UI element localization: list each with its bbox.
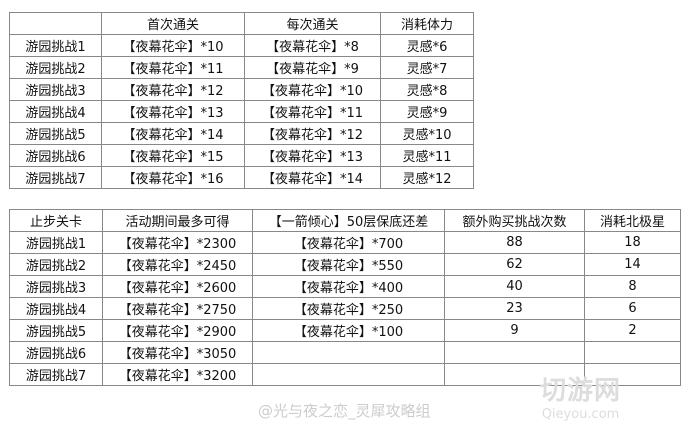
table-cell: 灵感*6 bbox=[380, 34, 474, 57]
column-header: 额外购买挑战次数 bbox=[444, 209, 585, 232]
table-row: 游园挑战2 【夜幕花伞】*11 【夜幕花伞】*9 灵感*7 bbox=[9, 56, 474, 79]
table-row: 游园挑战4 【夜幕花伞】*2750 【夜幕花伞】*250 23 6 bbox=[9, 297, 681, 320]
table-cell: 14 bbox=[584, 253, 681, 276]
column-header: 活动期间最多可得 bbox=[102, 209, 253, 232]
table-cell: 【夜幕花伞】*2300 bbox=[102, 231, 253, 254]
table-cell: 9 bbox=[444, 319, 585, 342]
table-cell: 【夜幕花伞】*13 bbox=[101, 100, 245, 123]
table-cell: 游园挑战6 bbox=[9, 144, 102, 167]
table-cell: 【夜幕花伞】*12 bbox=[244, 122, 381, 145]
table-cell: 23 bbox=[444, 297, 585, 320]
table-cell: 88 bbox=[444, 231, 585, 254]
column-header bbox=[9, 12, 102, 35]
table-cell: 【夜幕花伞】*16 bbox=[101, 166, 245, 189]
header-row: 首次通关 每次通关 消耗体力 bbox=[9, 12, 474, 35]
table-row: 游园挑战6 【夜幕花伞】*15 【夜幕花伞】*13 灵感*11 bbox=[9, 144, 474, 167]
table-cell: 游园挑战2 bbox=[9, 56, 102, 79]
column-header: 【一箭倾心】50层保底还差 bbox=[252, 209, 445, 232]
table-cell bbox=[252, 341, 445, 364]
table-cell: 【夜幕花伞】*250 bbox=[252, 297, 445, 320]
table-cell: 【夜幕花伞】*15 bbox=[101, 144, 245, 167]
table-cell: 【夜幕花伞】*12 bbox=[101, 78, 245, 101]
table-cell: 游园挑战5 bbox=[9, 319, 103, 342]
table-cell: 2 bbox=[584, 319, 681, 342]
table-row: 游园挑战3 【夜幕花伞】*12 【夜幕花伞】*10 灵感*8 bbox=[9, 78, 474, 101]
table-cell: 【夜幕花伞】*9 bbox=[244, 56, 381, 79]
table-cell: 游园挑战3 bbox=[9, 275, 103, 298]
weibo-watermark: @光与夜之恋_灵犀攻略组 bbox=[258, 402, 431, 420]
table-cell: 8 bbox=[584, 275, 681, 298]
table-cell: 【夜幕花伞】*2450 bbox=[102, 253, 253, 276]
column-header: 每次通关 bbox=[244, 12, 381, 35]
header-row: 止步关卡 活动期间最多可得 【一箭倾心】50层保底还差 额外购买挑战次数 消耗北极星 bbox=[9, 209, 681, 232]
table-cell: 游园挑战4 bbox=[9, 100, 102, 123]
table-cell bbox=[444, 341, 585, 364]
table-cell: 【夜幕花伞】*700 bbox=[252, 231, 445, 254]
table-cell: 【夜幕花伞】*550 bbox=[252, 253, 445, 276]
table-cell bbox=[252, 363, 445, 386]
table-cell: 【夜幕花伞】*8 bbox=[244, 34, 381, 57]
table-row: 游园挑战2 【夜幕花伞】*2450 【夜幕花伞】*550 62 14 bbox=[9, 253, 681, 276]
table-row: 游园挑战1 【夜幕花伞】*2300 【夜幕花伞】*700 88 18 bbox=[9, 231, 681, 254]
max-rewards-table: 止步关卡 活动期间最多可得 【一箭倾心】50层保底还差 额外购买挑战次数 消耗北极星 游园… bbox=[9, 209, 681, 386]
table-cell: 灵感*11 bbox=[380, 144, 474, 167]
table-cell: 游园挑战4 bbox=[9, 297, 103, 320]
table-cell: 游园挑战2 bbox=[9, 253, 103, 276]
table-row: 游园挑战5 【夜幕花伞】*14 【夜幕花伞】*12 灵感*10 bbox=[9, 122, 474, 145]
table-cell: 游园挑战3 bbox=[9, 78, 102, 101]
table-cell: 【夜幕花伞】*400 bbox=[252, 275, 445, 298]
table-row: 游园挑战7 【夜幕花伞】*16 【夜幕花伞】*14 灵感*12 bbox=[9, 166, 474, 189]
first-clear-table: 首次通关 每次通关 消耗体力 游园挑战1 【夜幕花伞】*10 【夜幕花伞】*8 灵感*6 游园… bbox=[9, 12, 474, 189]
qieyou-logo: 切游网 Qieyou.com bbox=[540, 370, 621, 422]
column-header: 止步关卡 bbox=[9, 209, 103, 232]
table-cell: 灵感*7 bbox=[380, 56, 474, 79]
column-header: 消耗北极星 bbox=[584, 209, 681, 232]
table-cell: 18 bbox=[584, 231, 681, 254]
table-cell: 【夜幕花伞】*2600 bbox=[102, 275, 253, 298]
table-cell: 灵感*9 bbox=[380, 100, 474, 123]
table-cell: 游园挑战1 bbox=[9, 231, 103, 254]
table-cell: 灵感*10 bbox=[380, 122, 474, 145]
table-cell: 【夜幕花伞】*11 bbox=[244, 100, 381, 123]
table-cell: 【夜幕花伞】*100 bbox=[252, 319, 445, 342]
column-header: 消耗体力 bbox=[380, 12, 474, 35]
table-cell: 【夜幕花伞】*2750 bbox=[102, 297, 253, 320]
table-cell bbox=[584, 363, 681, 386]
table-cell: 62 bbox=[444, 253, 585, 276]
table-row: 游园挑战1 【夜幕花伞】*10 【夜幕花伞】*8 灵感*6 bbox=[9, 34, 474, 57]
column-header: 首次通关 bbox=[101, 12, 245, 35]
table-cell: 40 bbox=[444, 275, 585, 298]
table-cell: 【夜幕花伞】*3200 bbox=[102, 363, 253, 386]
table-cell: 【夜幕花伞】*11 bbox=[101, 56, 245, 79]
table-cell: 【夜幕花伞】*3050 bbox=[102, 341, 253, 364]
table-cell: 【夜幕花伞】*2900 bbox=[102, 319, 253, 342]
table-cell: 6 bbox=[584, 297, 681, 320]
table-cell: 游园挑战5 bbox=[9, 122, 102, 145]
table-row: 游园挑战5 【夜幕花伞】*2900 【夜幕花伞】*100 9 2 bbox=[9, 319, 681, 342]
table-cell: 灵感*12 bbox=[380, 166, 474, 189]
table-row: 游园挑战6 【夜幕花伞】*3050 bbox=[9, 341, 681, 364]
table-cell: 灵感*8 bbox=[380, 78, 474, 101]
table-row: 游园挑战7 【夜幕花伞】*3200 bbox=[9, 363, 681, 386]
table-cell: 【夜幕花伞】*14 bbox=[101, 122, 245, 145]
table-row: 游园挑战3 【夜幕花伞】*2600 【夜幕花伞】*400 40 8 bbox=[9, 275, 681, 298]
table-row: 游园挑战4 【夜幕花伞】*13 【夜幕花伞】*11 灵感*9 bbox=[9, 100, 474, 123]
table-cell: 【夜幕花伞】*10 bbox=[101, 34, 245, 57]
logo-title: 切游网 bbox=[540, 376, 622, 406]
table-cell: 游园挑战7 bbox=[9, 363, 103, 386]
table-cell: 游园挑战7 bbox=[9, 166, 102, 189]
table-cell: 【夜幕花伞】*13 bbox=[244, 144, 381, 167]
table-cell: 游园挑战6 bbox=[9, 341, 103, 364]
table-cell bbox=[584, 341, 681, 364]
table-cell: 游园挑战1 bbox=[9, 34, 102, 57]
table-cell: 【夜幕花伞】*14 bbox=[244, 166, 381, 189]
table-cell: 【夜幕花伞】*10 bbox=[244, 78, 381, 101]
logo-site: Qieyou.com bbox=[541, 407, 620, 422]
